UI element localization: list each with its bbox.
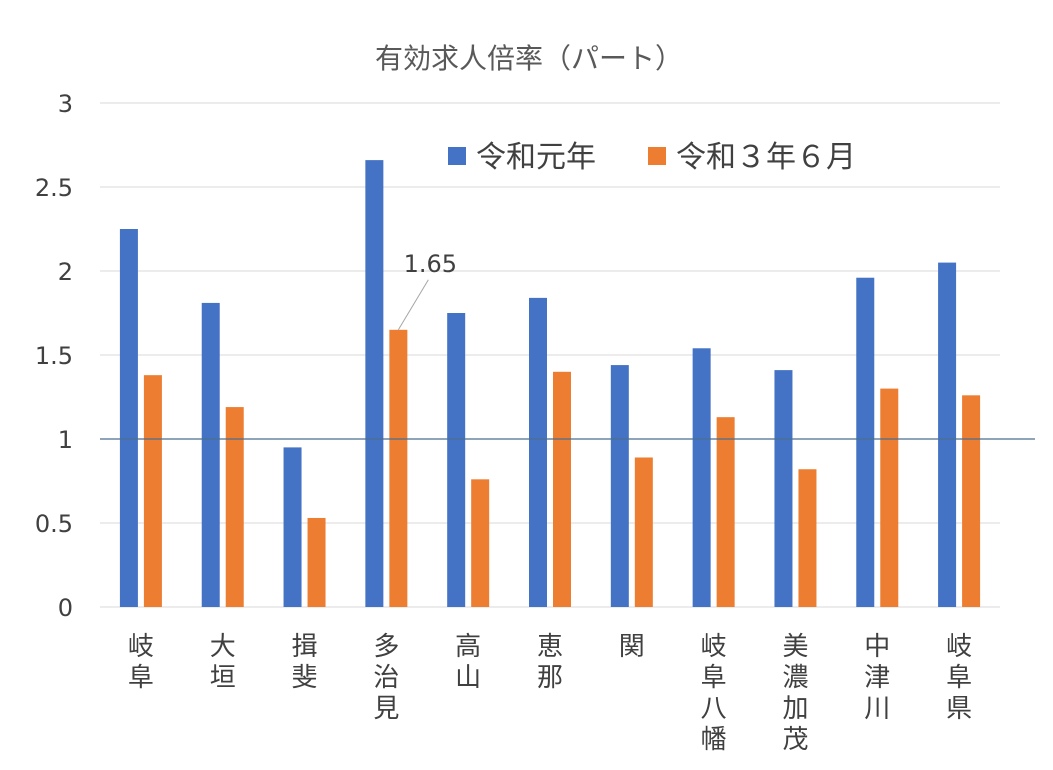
- bar-series1: [856, 277, 875, 607]
- x-category-label: 中津川: [864, 632, 890, 724]
- x-category-label: 揖斐: [292, 632, 318, 693]
- bar-series1: [283, 447, 302, 607]
- bars: [119, 160, 981, 607]
- bar-series1: [447, 313, 466, 607]
- data-label: 1.65: [404, 250, 457, 278]
- legend-swatch: [648, 147, 666, 165]
- bar-series2: [716, 417, 735, 607]
- x-category-label: 高山: [455, 632, 481, 693]
- bar-series2: [634, 457, 653, 607]
- bar-series1: [529, 297, 547, 607]
- bar-series1: [365, 160, 384, 607]
- bar-series2: [880, 388, 899, 607]
- y-axis-ticks: 0 0.5 1 1.5 2 2.5 3: [35, 90, 73, 622]
- legend-label: 令和元年: [476, 140, 596, 175]
- bar-series2: [307, 517, 326, 607]
- x-category-label: 大垣: [210, 632, 236, 693]
- bar-series1: [201, 302, 220, 607]
- bar-series2: [143, 375, 162, 607]
- y-tick-label: 2.5: [35, 174, 73, 202]
- y-tick-label: 1.5: [35, 342, 73, 370]
- x-category-label: 美濃加茂: [782, 632, 808, 755]
- legend-swatch: [448, 147, 466, 165]
- bar-series1: [119, 229, 138, 607]
- bar-series2: [225, 407, 244, 607]
- y-tick-label: 0: [58, 594, 73, 622]
- x-category-label: 恵那: [537, 632, 563, 693]
- bar-series1: [938, 262, 957, 607]
- legend-label: 令和３年６月: [676, 140, 856, 175]
- y-tick-label: 3: [58, 90, 73, 118]
- bar-series2: [471, 479, 490, 607]
- data-label-leader-line: [397, 279, 429, 331]
- x-category-label: 岐阜: [128, 632, 154, 693]
- legend: 令和元年 令和３年６月: [448, 140, 856, 175]
- bar-series2: [389, 329, 408, 607]
- bar-series2: [962, 395, 981, 607]
- annotations: 1.65: [397, 250, 457, 331]
- x-category-label: 岐阜八幡: [701, 632, 727, 755]
- x-category-label: 多治見: [373, 632, 399, 724]
- bar-series2: [553, 371, 571, 607]
- x-category-label: 関: [619, 632, 645, 662]
- y-tick-label: 2: [58, 258, 73, 286]
- x-category-label: 岐阜県: [946, 632, 972, 724]
- chart-title: 有効求人倍率（パート）: [375, 42, 683, 75]
- y-tick-label: 0.5: [35, 510, 73, 538]
- y-tick-label: 1: [58, 426, 73, 454]
- bar-series2: [798, 469, 817, 607]
- bar-series1: [692, 348, 711, 607]
- bar-series1: [610, 365, 629, 607]
- bar-series1: [774, 370, 793, 607]
